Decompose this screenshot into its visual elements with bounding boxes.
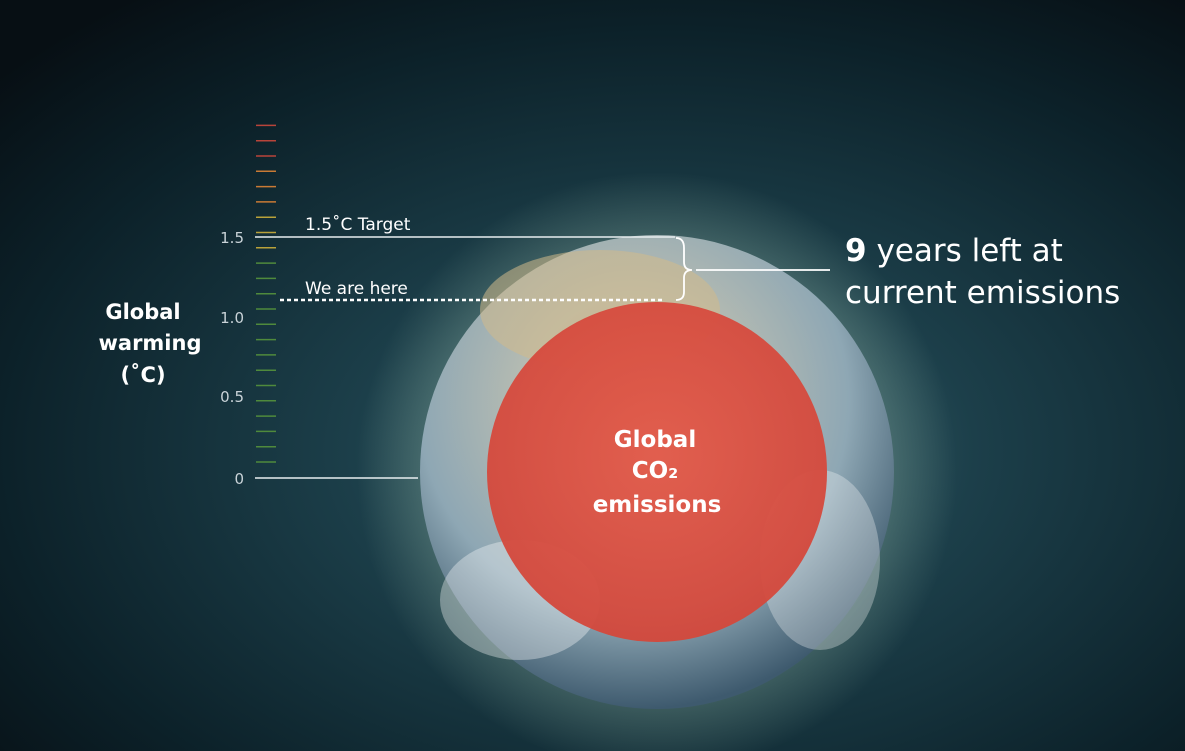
current-label: We are here [305, 279, 408, 299]
callout-line2: current emissions [845, 275, 1120, 311]
tick-label: 1.5 [220, 229, 244, 247]
callout-line1: years left at [876, 233, 1062, 269]
tick-label: 1.0 [220, 309, 244, 327]
scale-title: warming [99, 331, 202, 355]
tick-label: 0.5 [220, 388, 244, 406]
tick-label: 0 [234, 470, 244, 488]
circle-label: emissions [593, 492, 722, 518]
callout-number: 9 [845, 233, 867, 269]
target-label: 1.5˚C Target [305, 214, 411, 235]
circle-label: Global [614, 427, 696, 453]
emissions-circle [487, 302, 827, 642]
scale-ticks [256, 124, 276, 463]
scale-title: (˚C) [120, 363, 165, 387]
scale-title: Global [105, 300, 180, 324]
circle-label: CO₂ [632, 458, 679, 484]
callout-text: 9 years left at [845, 233, 1063, 269]
brace [675, 237, 693, 301]
